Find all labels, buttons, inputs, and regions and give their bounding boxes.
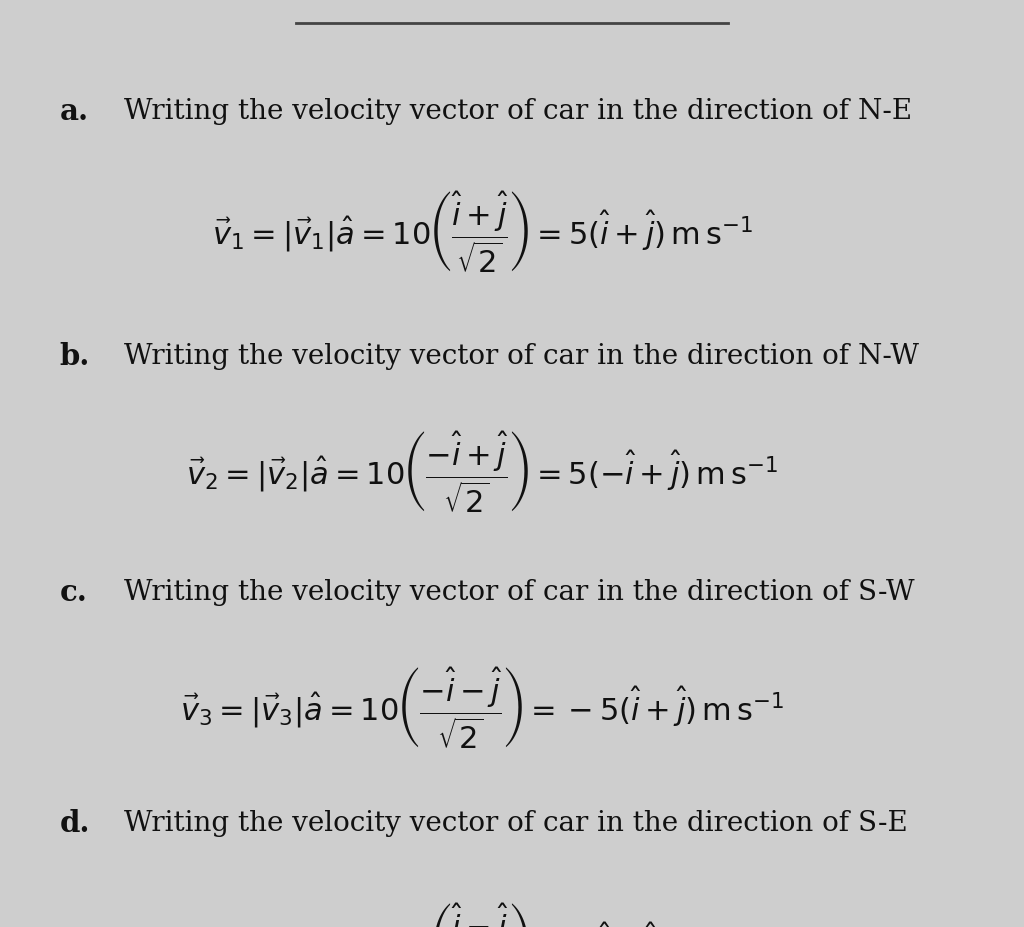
Text: $\vec{v}_2 = |\vec{v}_2|\hat{a} = 10\left(\dfrac{-\hat{i}+\hat{j}}{\sqrt{2}}\rig: $\vec{v}_2 = |\vec{v}_2|\hat{a} = 10\lef… (186, 429, 778, 515)
Text: Writing the velocity vector of car in the direction of N-E: Writing the velocity vector of car in th… (124, 98, 911, 125)
Text: a.: a. (59, 97, 89, 126)
Text: b.: b. (59, 342, 90, 371)
Text: Writing the velocity vector of car in the direction of N-W: Writing the velocity vector of car in th… (124, 343, 919, 370)
Text: $\vec{v}_1 = |\vec{v}_1|\hat{a} = 10\left(\dfrac{\hat{i}+\hat{j}}{\sqrt{2}}\righ: $\vec{v}_1 = |\vec{v}_1|\hat{a} = 10\lef… (212, 189, 753, 275)
Text: $\vec{v}_3 = |\vec{v}_3|\hat{a} = 10\left(\dfrac{-\hat{i}-\hat{j}}{\sqrt{2}}\rig: $\vec{v}_3 = |\vec{v}_3|\hat{a} = 10\lef… (180, 666, 784, 751)
Text: Writing the velocity vector of car in the direction of S-W: Writing the velocity vector of car in th… (124, 579, 914, 606)
Text: Writing the velocity vector of car in the direction of S-E: Writing the velocity vector of car in th… (124, 810, 907, 837)
Text: $\vec{v}_4 = |\vec{v}_4|\hat{a} = 10\left(\dfrac{\hat{i}-\hat{j}}{\sqrt{2}}\righ: $\vec{v}_4 = |\vec{v}_4|\hat{a} = 10\lef… (212, 901, 753, 927)
Text: c.: c. (59, 578, 88, 607)
Text: d.: d. (59, 809, 90, 838)
